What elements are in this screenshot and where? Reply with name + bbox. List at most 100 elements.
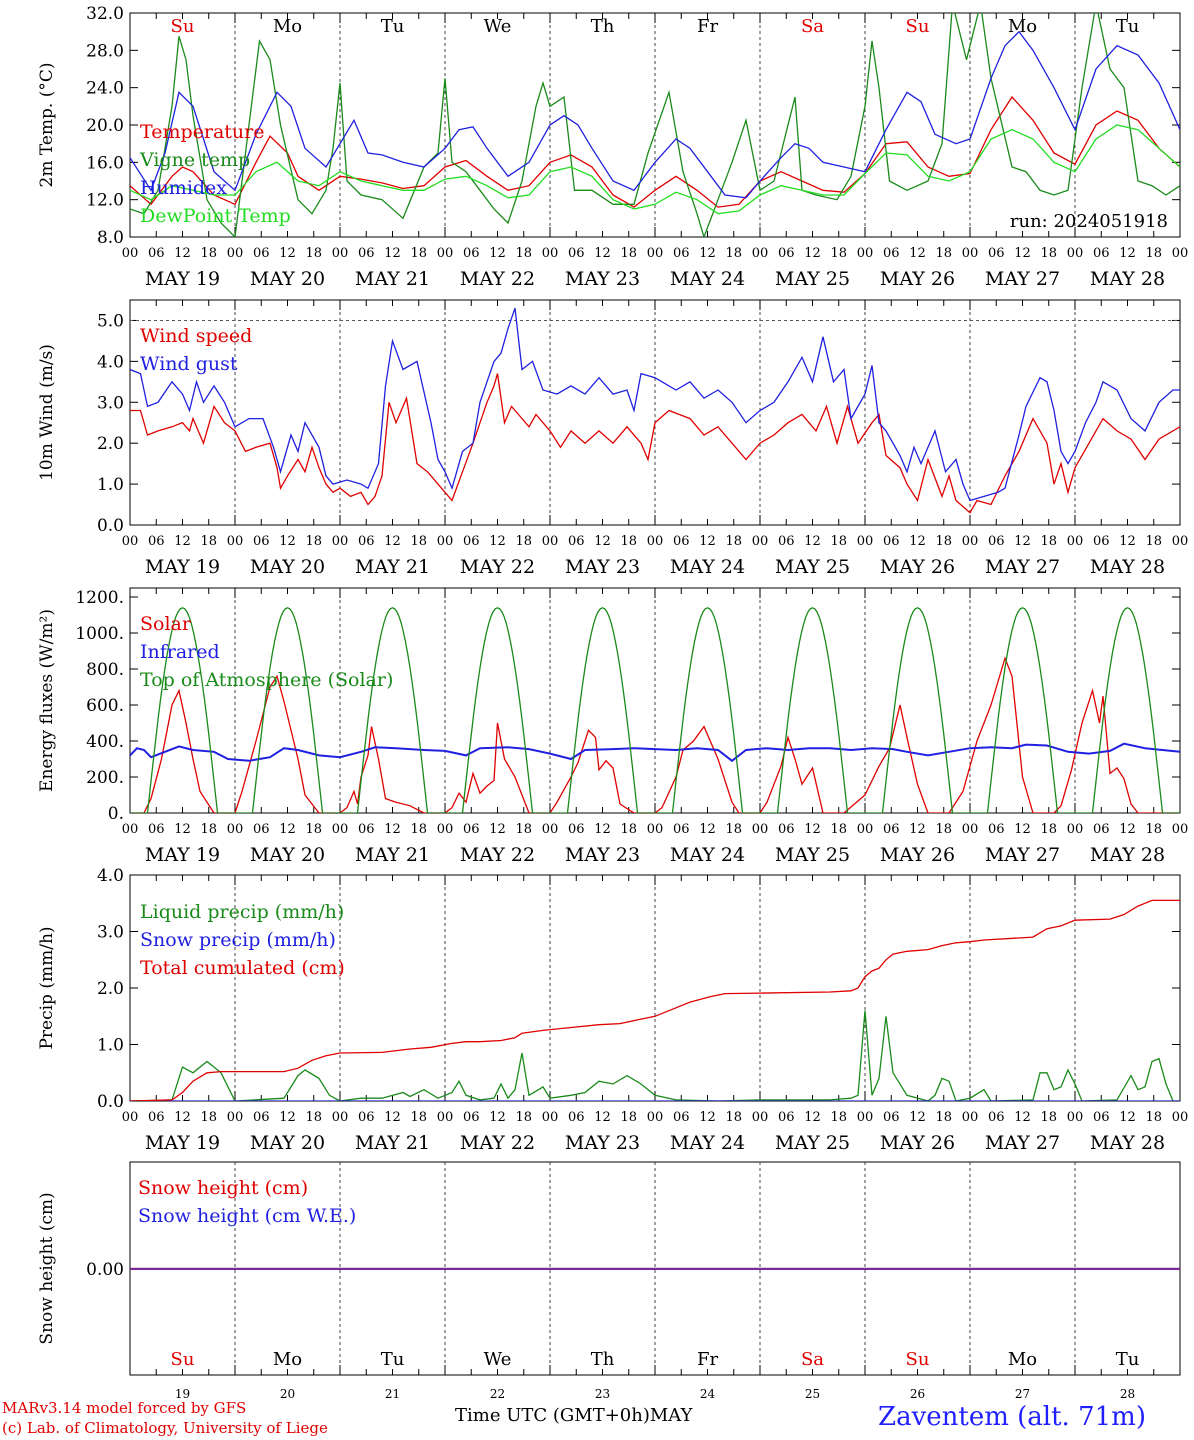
date-label: MAY 19 (145, 1132, 220, 1154)
hour-label: 12 (1014, 534, 1031, 549)
hour-label: 12 (384, 246, 401, 261)
hour-label: 00 (122, 246, 139, 261)
series-line (130, 742, 1180, 763)
legend-entry: Temperature (140, 121, 264, 143)
hour-label: 12 (279, 246, 296, 261)
weekday-label: Mo (1008, 1349, 1037, 1370)
legend-entry: Total cumulated (cm) (140, 957, 345, 979)
hour-label: 12 (384, 1110, 401, 1125)
hour-label: 18 (1040, 822, 1057, 837)
hour-label: 06 (148, 1110, 165, 1125)
hour-label: 12 (174, 534, 191, 549)
hour-label: 00 (542, 1110, 559, 1125)
y-tick-label: 400. (86, 732, 124, 752)
weekday-label: Mo (1008, 16, 1037, 37)
hour-label: 18 (830, 534, 847, 549)
hour-label: 06 (988, 246, 1005, 261)
legend-entry: Wind speed (140, 325, 252, 347)
hour-label: 00 (1172, 534, 1189, 549)
hour-label: 06 (673, 534, 690, 549)
hour-label: 18 (830, 246, 847, 261)
hour-label: 06 (988, 1110, 1005, 1125)
date-label: MAY 26 (880, 556, 955, 578)
hour-label: 18 (305, 1110, 322, 1125)
hour-label: 18 (200, 822, 217, 837)
hour-label: 06 (463, 822, 480, 837)
hour-label: 18 (1145, 822, 1162, 837)
legend-entry: Snow height (cm) (138, 1177, 308, 1199)
date-label: MAY 25 (775, 1132, 850, 1154)
hour-label: 12 (594, 534, 611, 549)
hour-label: 00 (647, 246, 664, 261)
hour-label: 06 (1093, 1110, 1110, 1125)
y-tick-label: 1000. (75, 624, 124, 644)
hour-label: 00 (122, 534, 139, 549)
day-number: 19 (175, 1387, 190, 1401)
hour-label: 06 (988, 822, 1005, 837)
hour-label: 18 (200, 1110, 217, 1125)
hour-label: 12 (1014, 1110, 1031, 1125)
hour-label: 12 (174, 246, 191, 261)
day-number: 23 (595, 1387, 610, 1401)
hour-label: 18 (200, 534, 217, 549)
hour-label: 06 (358, 534, 375, 549)
date-label: MAY 28 (1090, 268, 1165, 290)
hour-label: 06 (1093, 822, 1110, 837)
weekday-label: Su (906, 16, 930, 37)
legend-entry: Snow precip (mm/h) (140, 929, 336, 951)
hour-label: 18 (1145, 246, 1162, 261)
hour-label: 12 (489, 1110, 506, 1125)
hour-label: 18 (620, 246, 637, 261)
hour-label: 12 (489, 246, 506, 261)
hour-label: 00 (332, 1110, 349, 1125)
panel-frame (129, 299, 1181, 526)
time-axis-title: Time UTC (GMT+0h) (455, 1405, 650, 1426)
hour-label: 18 (410, 1110, 427, 1125)
series-line (130, 656, 1180, 813)
y-tick-label: 4.0 (97, 866, 124, 886)
y-tick-label: 5.0 (97, 311, 124, 331)
hour-label: 00 (1067, 534, 1084, 549)
hour-label: 12 (384, 534, 401, 549)
y-tick-label: 16.0 (86, 153, 124, 173)
series-line (130, 899, 1180, 1101)
hour-label: 06 (463, 1110, 480, 1125)
date-label: MAY 21 (355, 1132, 430, 1154)
hour-label: 12 (1119, 534, 1136, 549)
hour-label: 00 (1172, 822, 1189, 837)
hour-label: 06 (358, 1110, 375, 1125)
hour-label: 00 (1067, 822, 1084, 837)
y-tick-label: 0.0 (97, 516, 124, 536)
hour-label: 12 (1119, 822, 1136, 837)
date-label: MAY 24 (670, 556, 745, 578)
hour-label: 00 (857, 1110, 874, 1125)
hour-label: 12 (699, 822, 716, 837)
weekday-label: Sa (801, 1349, 824, 1370)
hour-label: 06 (673, 1110, 690, 1125)
hour-label: 12 (699, 246, 716, 261)
hour-label: 18 (1040, 534, 1057, 549)
hour-label: 18 (830, 822, 847, 837)
y-tick-label: 0.0 (97, 1092, 124, 1112)
y-tick-label: 12.0 (86, 191, 124, 211)
hour-label: 12 (489, 534, 506, 549)
weekday-label: Tu (381, 1349, 405, 1370)
hour-label: 00 (1067, 1110, 1084, 1125)
hour-label: 00 (962, 1110, 979, 1125)
hour-label: 06 (358, 246, 375, 261)
hour-label: 18 (935, 246, 952, 261)
hour-label: 00 (962, 534, 979, 549)
hour-label: 18 (410, 822, 427, 837)
date-label: MAY 23 (565, 556, 640, 578)
hour-label: 18 (515, 246, 532, 261)
weekday-label: We (484, 1349, 512, 1370)
date-label: MAY 27 (985, 1132, 1060, 1154)
hour-label: 12 (1014, 246, 1031, 261)
weekday-label: Th (591, 1349, 615, 1370)
legend-entry: Snow height (cm W.E.) (138, 1205, 356, 1227)
hour-label: 00 (332, 534, 349, 549)
hour-label: 00 (752, 246, 769, 261)
series-line (130, 607, 1180, 813)
hour-label: 18 (515, 1110, 532, 1125)
